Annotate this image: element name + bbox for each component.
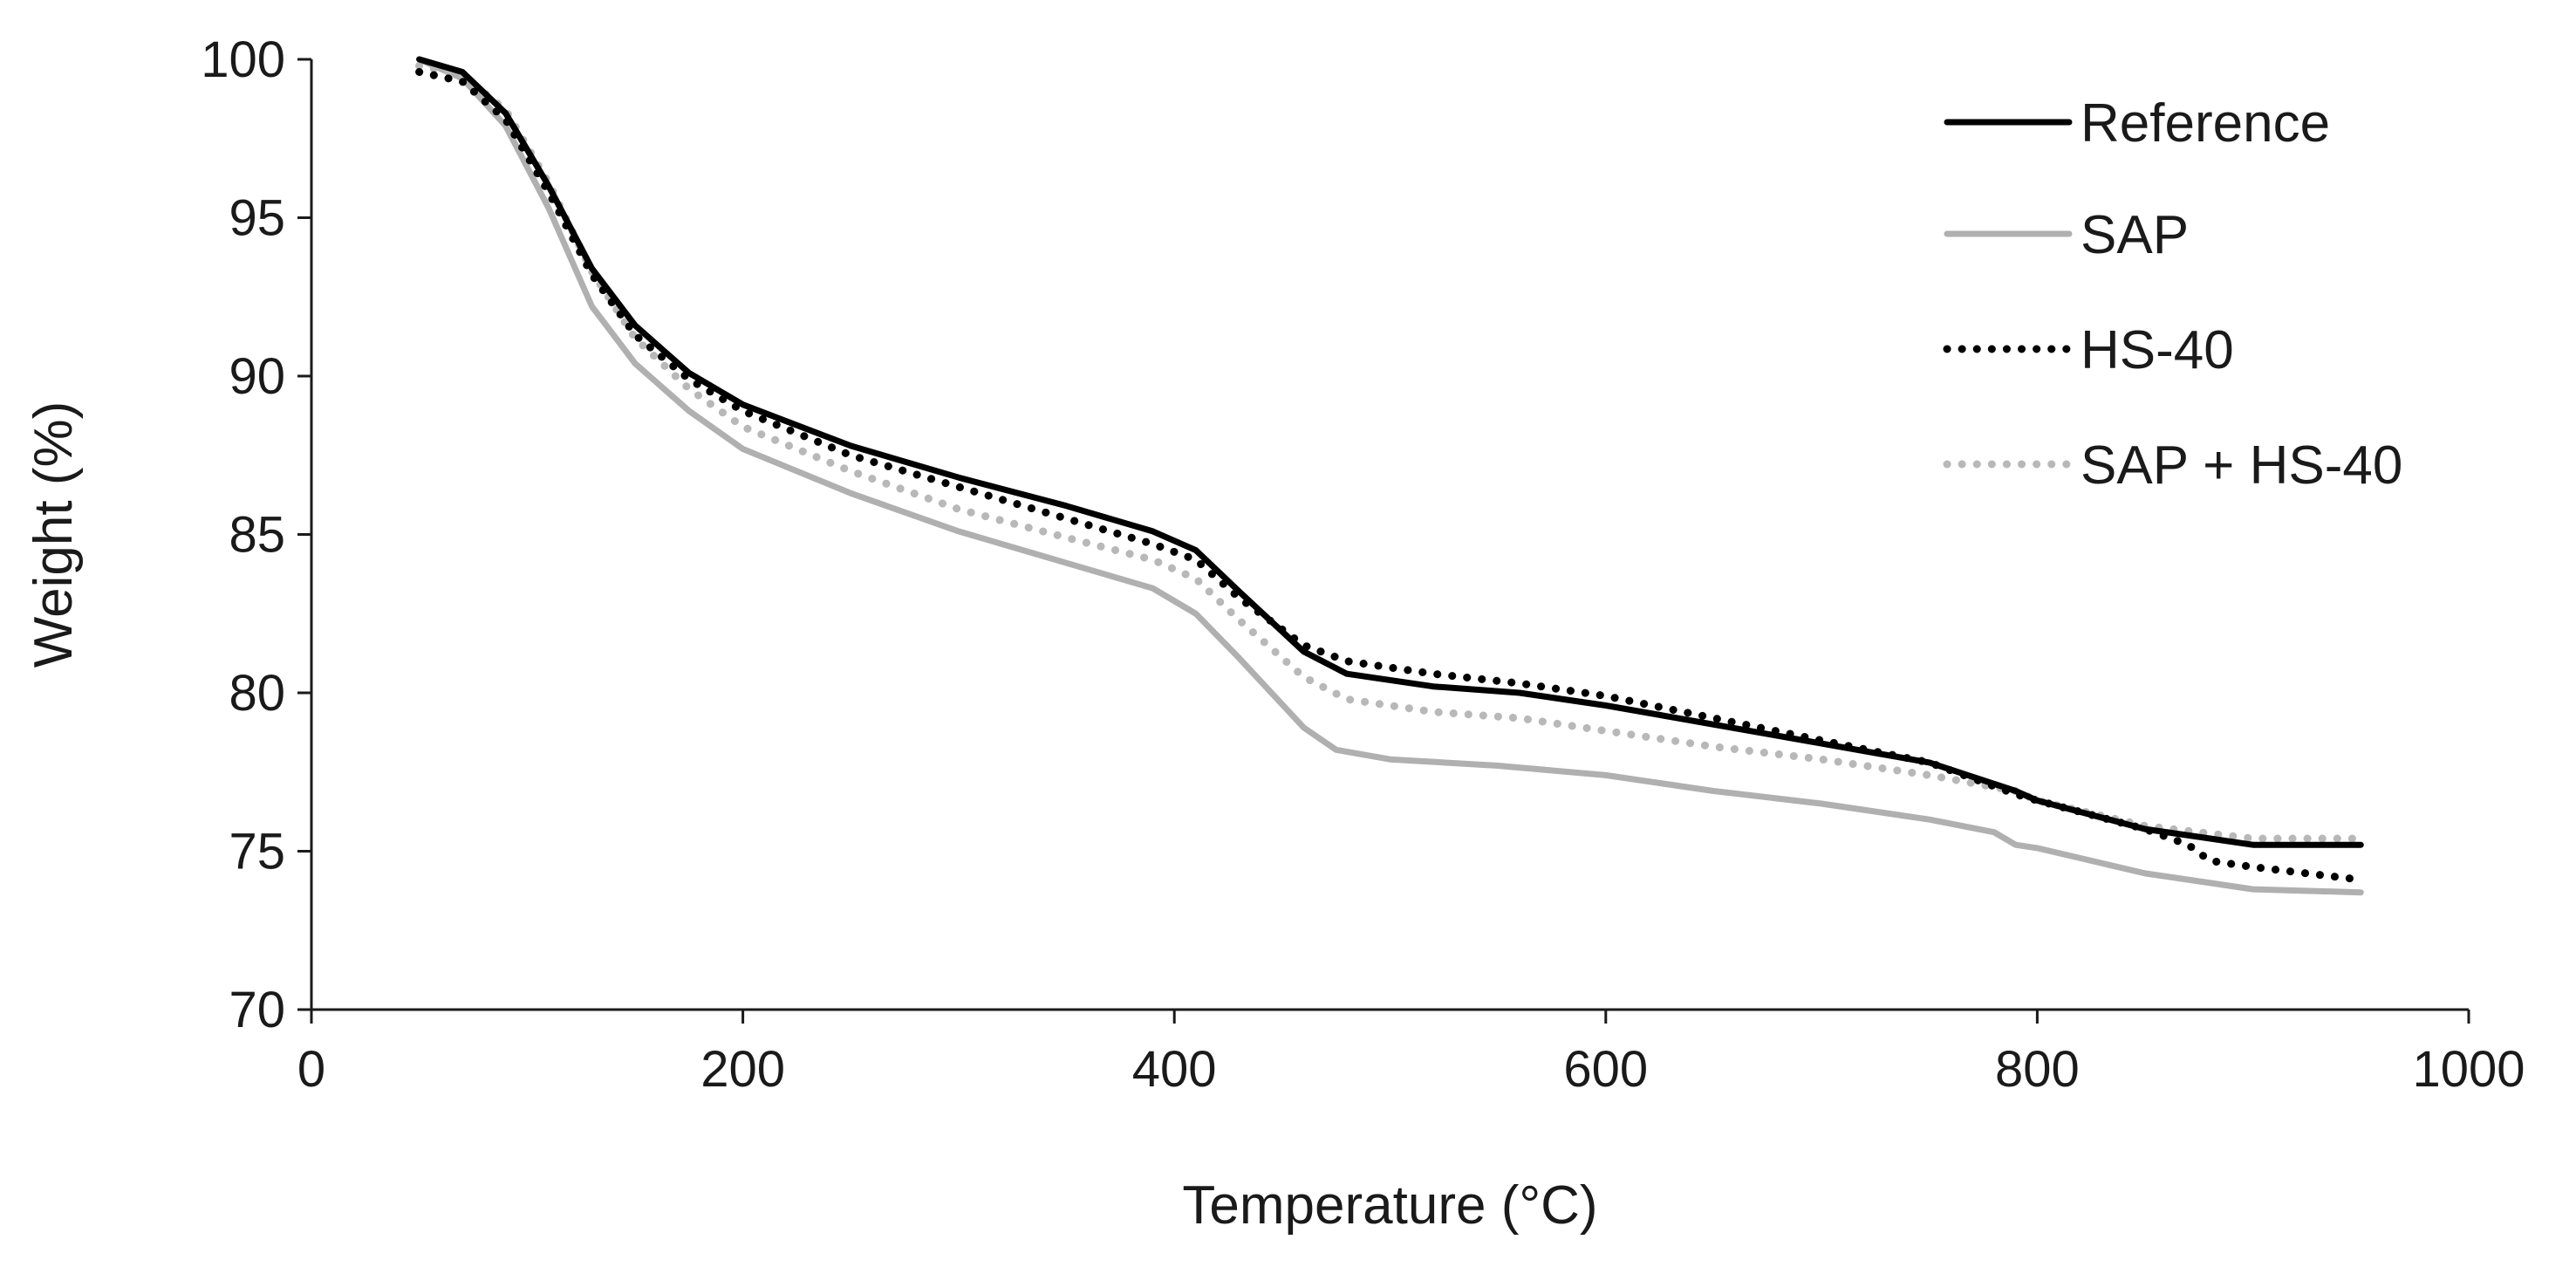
x-tick-label: 600: [1563, 1041, 1648, 1098]
x-tick-label: 400: [1132, 1041, 1217, 1098]
x-tick-label: 1000: [2412, 1041, 2525, 1098]
y-axis-ticks: 70 75 80 85 90 95 100: [201, 31, 311, 1038]
y-tick-label: 75: [229, 824, 285, 880]
x-axis-title: Temperature (°C): [1182, 1175, 1597, 1236]
series-line-hs-40: [415, 68, 2365, 884]
legend-label-reference: Reference: [2081, 93, 2330, 154]
series-line-reference: [416, 56, 2364, 848]
series-layer: [415, 56, 2365, 896]
x-tick-label: 800: [1995, 1041, 2080, 1098]
y-tick-label: 100: [201, 31, 285, 88]
x-tick-label: 200: [700, 1041, 785, 1098]
legend-label-hs-40: HS-40: [2081, 320, 2234, 380]
y-tick-label: 70: [229, 982, 285, 1038]
y-axis-title: Weight (%): [24, 401, 84, 668]
series-line-sap: [416, 56, 2364, 896]
chart-legend: Reference SAP HS-40 SAP + HS-40: [1943, 93, 2402, 496]
y-tick-label: 95: [229, 190, 285, 247]
series-line-sap-hs-40: [415, 61, 2365, 843]
x-axis-ticks: 0 200 400 600 800 1000: [297, 1010, 2525, 1098]
x-tick-label: 0: [297, 1041, 325, 1098]
legend-label-sap: SAP: [2081, 205, 2189, 265]
y-tick-label: 85: [229, 507, 285, 564]
y-tick-label: 80: [229, 665, 285, 722]
chart-axes: [310, 59, 2469, 1011]
legend-label-sap-hs-40: SAP + HS-40: [2081, 435, 2402, 496]
y-tick-label: 90: [229, 348, 285, 405]
